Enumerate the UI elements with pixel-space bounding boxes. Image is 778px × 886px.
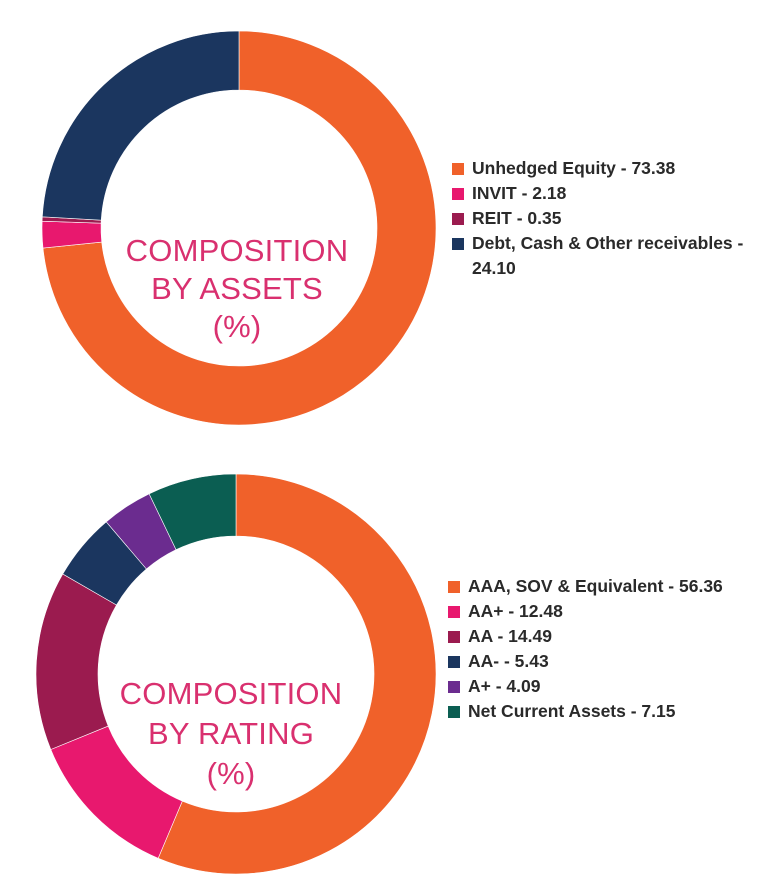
assets-center-title: COMPOSITION BY ASSETS (%) [96, 232, 378, 346]
assets-composition-chart [0, 0, 778, 440]
assets-legend-label-3: Debt, Cash & Other receivables - 24.10 [472, 233, 744, 278]
rating-slice-0 [157, 473, 437, 875]
rating-title-line-2: BY RATING [147, 716, 315, 751]
assets-legend-label-2: REIT - 0.35 [472, 208, 562, 228]
assets-legend-swatch-3 [452, 238, 464, 250]
assets-legend-label-0: Unhedged Equity - 73.38 [472, 158, 676, 178]
assets-legend: Unhedged Equity - 73.38 INVIT - 2.18 REIT … [452, 156, 772, 281]
rating-legend-label-3: AA- - 5.43 [468, 651, 549, 671]
assets-legend-swatch-2 [452, 213, 464, 225]
rating-legend-label-2: AA - 14.49 [468, 626, 552, 646]
rating-legend-item-2: AA - 14.49 [448, 624, 768, 649]
rating-legend-label-1: AA+ - 12.48 [468, 601, 563, 621]
rating-legend-swatch-5 [448, 706, 460, 718]
rating-legend-item-0: AAA, SOV & Equivalent - 56.36 [448, 574, 768, 599]
rating-legend-item-1: AA+ - 12.48 [448, 599, 768, 624]
assets-title-line-2: BY ASSETS [151, 271, 323, 306]
rating-title-line-3: (%) [206, 756, 256, 791]
rating-legend-item-3: AA- - 5.43 [448, 649, 768, 674]
rating-legend-label-4: A+ - 4.09 [468, 676, 541, 696]
assets-legend-item-0: Unhedged Equity - 73.38 [452, 156, 772, 181]
rating-slice-5 [148, 473, 237, 551]
rating-legend-swatch-1 [448, 606, 460, 618]
assets-slice-0 [42, 30, 437, 426]
assets-legend-swatch-1 [452, 188, 464, 200]
assets-title-line-1: COMPOSITION [125, 233, 349, 268]
assets-legend-swatch-0 [452, 163, 464, 175]
rating-legend-item-5: Net Current Assets - 7.15 [448, 699, 768, 724]
assets-legend-item-1: INVIT - 2.18 [452, 181, 772, 206]
rating-legend-swatch-3 [448, 656, 460, 668]
rating-center-title: COMPOSITION BY RATING (%) [90, 674, 372, 794]
rating-donut [35, 473, 437, 875]
assets-donut [41, 30, 437, 426]
assets-title-line-3: (%) [212, 309, 262, 344]
rating-legend-label-5: Net Current Assets - 7.15 [468, 701, 676, 721]
rating-composition-chart [0, 440, 778, 886]
rating-legend-item-4: A+ - 4.09 [448, 674, 768, 699]
rating-legend-swatch-2 [448, 631, 460, 643]
assets-legend-item-2: REIT - 0.35 [452, 206, 772, 231]
rating-legend-swatch-0 [448, 581, 460, 593]
assets-legend-label-1: INVIT - 2.18 [472, 183, 567, 203]
rating-legend-label-0: AAA, SOV & Equivalent - 56.36 [468, 576, 723, 596]
assets-slice-3 [41, 30, 240, 221]
assets-legend-item-3: Debt, Cash & Other receivables - 24.10 [452, 231, 772, 281]
rating-title-line-1: COMPOSITION [119, 676, 343, 711]
rating-legend: AAA, SOV & Equivalent - 56.36 AA+ - 12.48… [448, 574, 768, 724]
rating-legend-swatch-4 [448, 681, 460, 693]
